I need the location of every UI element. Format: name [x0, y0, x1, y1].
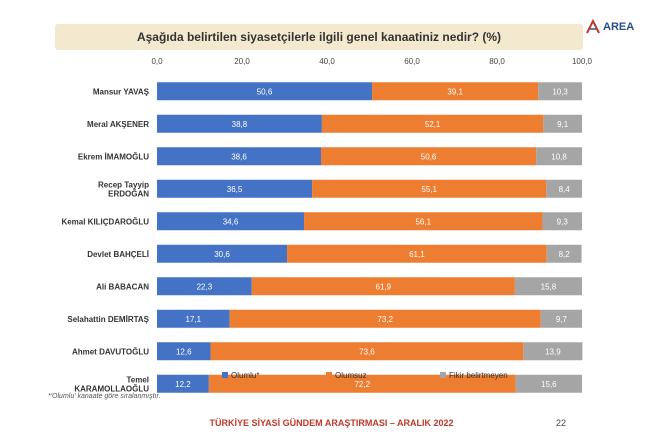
data-label: 9,7	[556, 315, 568, 324]
chart-title: Aşağıda belirtilen siyasetçilerle ilgili…	[55, 24, 583, 50]
bar-segment	[546, 179, 582, 198]
page-number: 22	[556, 418, 567, 428]
area-logo: AREA	[585, 16, 645, 38]
bar-segment	[287, 244, 547, 263]
data-label: 9,1	[557, 120, 569, 129]
x-tick-label: 80,0	[489, 57, 505, 66]
data-label: 73,2	[377, 315, 393, 324]
bar-segment	[542, 212, 582, 231]
bar-segment	[304, 212, 543, 231]
category-label: Temel	[126, 375, 149, 384]
category-label: Kemal KILIÇDAROĞLU	[61, 217, 149, 226]
bar-segment	[229, 309, 541, 328]
legend-label: Fikir belirtmeyen	[449, 371, 508, 380]
area-logo-text: AREA	[603, 21, 635, 33]
data-label: 36,5	[227, 185, 243, 194]
bar-segment	[538, 82, 582, 101]
bar-segment	[372, 82, 539, 101]
data-label: 50,6	[421, 152, 437, 161]
x-tick-label: 20,0	[234, 57, 250, 66]
data-label: 61,1	[409, 250, 425, 259]
legend-label: Olumsuz	[335, 371, 367, 380]
x-tick-label: 100,0	[572, 57, 593, 66]
category-label: Meral AKŞENER	[87, 120, 149, 129]
area-logo-icon	[585, 19, 601, 35]
category-label: KARAMOLLAOĞLU	[74, 384, 149, 393]
bar-segment	[157, 147, 322, 166]
bar-segment	[523, 342, 583, 361]
data-label: 38,6	[231, 152, 247, 161]
bar-segment	[543, 114, 582, 133]
bar-segment	[157, 277, 252, 296]
bar-segment	[157, 309, 230, 328]
data-label: 55,1	[421, 185, 437, 194]
category-label: Devlet BAHÇELİ	[87, 250, 149, 259]
data-label: 61,9	[376, 282, 392, 291]
bar-segment	[157, 244, 288, 263]
bar-segment	[546, 244, 582, 263]
category-label: Mansur YAVAŞ	[93, 87, 150, 96]
data-label: 15,8	[541, 282, 557, 291]
legend-label: Olumlu*	[231, 371, 259, 380]
legend-swatch	[326, 372, 332, 378]
bar-segment	[312, 179, 547, 198]
bar-segment	[514, 277, 582, 296]
bar-segment	[515, 374, 582, 393]
category-label: Ekrem İMAMOĞLU	[78, 152, 149, 161]
data-label: 72,2	[354, 380, 370, 389]
data-label: 17,1	[186, 315, 202, 324]
category-label: Ahmet DAVUTOĞLU	[72, 347, 149, 356]
data-label: 50,6	[257, 87, 273, 96]
data-label: 30,6	[214, 250, 230, 259]
data-label: 52,1	[425, 120, 441, 129]
data-label: 12,6	[176, 347, 192, 356]
bar-segment	[540, 309, 582, 328]
category-label: Ali BABACAN	[96, 282, 149, 291]
bar-segment	[157, 342, 211, 361]
x-tick-label: 60,0	[404, 57, 420, 66]
data-label: 13,9	[545, 347, 561, 356]
data-label: 10,8	[551, 152, 567, 161]
bar-segment	[157, 82, 373, 101]
data-label: 39,1	[447, 87, 463, 96]
legend-swatch	[222, 372, 228, 378]
bar-segment	[157, 212, 305, 231]
data-label: 9,3	[557, 217, 569, 226]
data-label: 38,8	[232, 120, 248, 129]
data-label: 22,3	[197, 282, 213, 291]
bar-segment	[208, 374, 516, 393]
data-label: 8,2	[559, 250, 571, 259]
x-tick-label: 0,0	[151, 57, 163, 66]
x-tick-label: 40,0	[319, 57, 335, 66]
bar-segment	[157, 374, 209, 393]
bar-segment	[210, 342, 524, 361]
bar-segment	[321, 114, 544, 133]
footer-title: TÜRKİYE SİYASİ GÜNDEM ARAŞTIRMASI – ARAL…	[209, 418, 454, 428]
category-label: Selahattin DEMİRTAŞ	[67, 315, 149, 324]
category-label: Recep Tayyip	[98, 180, 149, 189]
data-label: 73,6	[359, 347, 375, 356]
footnote: *'Olumlu' kanaate göre sıralanmıştır.	[48, 393, 161, 400]
data-label: 8,4	[559, 185, 571, 194]
bar-segment	[536, 147, 582, 166]
category-label: ERDOĞAN	[108, 189, 149, 198]
data-label: 34,6	[223, 217, 239, 226]
bar-segment	[157, 114, 322, 133]
data-label: 10,3	[552, 87, 568, 96]
bar-segment	[157, 179, 313, 198]
bar-segment	[321, 147, 537, 166]
bar-segment	[251, 277, 515, 296]
data-label: 15,6	[541, 380, 557, 389]
data-label: 56,1	[415, 217, 431, 226]
legend-swatch	[440, 372, 446, 378]
data-label: 12,2	[175, 380, 191, 389]
